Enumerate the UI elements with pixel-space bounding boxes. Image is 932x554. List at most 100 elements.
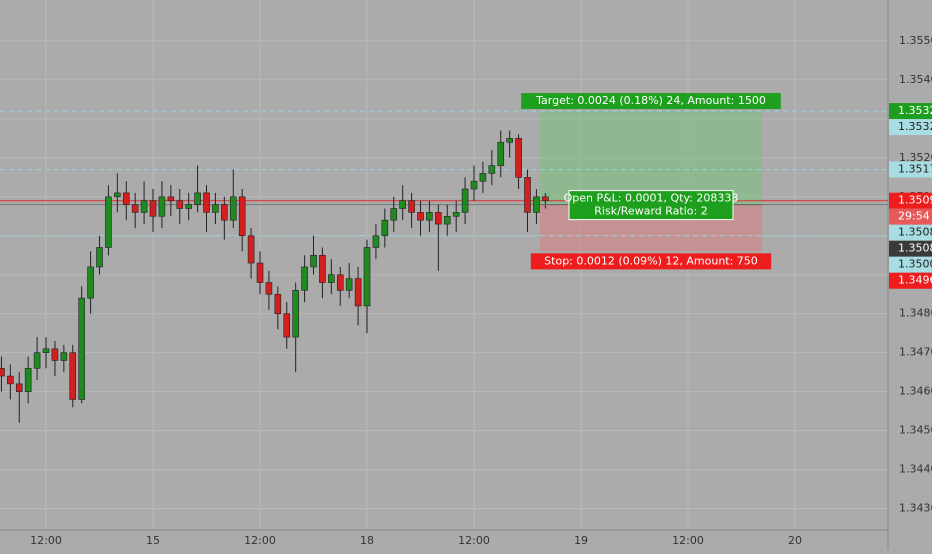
candle-body <box>96 247 103 268</box>
pnl-box <box>568 190 734 221</box>
candle-body <box>533 196 540 213</box>
price-label: 1.3517 <box>898 163 932 176</box>
candle-body <box>479 173 487 182</box>
stop-label-text: Stop: 0.0012 (0.09%) 12, Amount: 750 <box>544 254 758 267</box>
candle-body <box>470 180 478 190</box>
candle-body <box>399 200 406 209</box>
candle-body <box>506 138 513 143</box>
candle-body <box>336 274 344 291</box>
x-tick-label: 12:00 <box>672 534 704 547</box>
countdown-box <box>889 208 932 225</box>
candle-body <box>515 138 522 178</box>
candle-body <box>24 367 32 392</box>
candle-body <box>247 235 255 264</box>
candle-body <box>87 266 94 299</box>
price-label: 1.3532 <box>898 104 932 117</box>
price-label: 1.3500 <box>898 258 932 271</box>
stop-label: Stop: 0.0012 (0.09%) 12, Amount: 750 <box>530 253 772 270</box>
candle-body <box>0 367 5 377</box>
candle-body <box>452 212 460 217</box>
candle-body <box>292 290 299 338</box>
candle-body <box>363 247 371 307</box>
candle-body <box>301 266 308 291</box>
y-tick-label: 1.3520 <box>899 151 932 164</box>
candle-body <box>488 165 496 174</box>
price-label: 1.3508 <box>898 226 932 239</box>
ratio-text: Risk/Reward Ratio: 2 <box>594 205 707 218</box>
candle-body <box>114 192 121 198</box>
candle-body <box>319 254 326 283</box>
candle-body <box>461 188 469 213</box>
y-tick-label: 1.3540 <box>899 73 932 86</box>
candle-body <box>167 196 175 201</box>
candle-body <box>149 200 157 217</box>
price-label: 1.3496 <box>898 274 932 287</box>
candle-body <box>417 212 424 221</box>
candle-body <box>42 348 50 353</box>
candle-body <box>158 196 166 217</box>
stop-label-box <box>530 253 772 270</box>
x-tick-label: 19 <box>574 534 588 547</box>
candle-body <box>7 375 14 385</box>
price-label-box <box>889 240 932 257</box>
price-label-box <box>889 103 932 120</box>
candle-body <box>105 196 112 248</box>
x-tick-label: 12:00 <box>458 534 490 547</box>
candle-body <box>497 141 505 166</box>
candle-body <box>122 192 130 205</box>
candle-body <box>51 348 59 361</box>
pnl-label: Open P&L: 0.0001, Qty: 208333Risk/Reward… <box>564 190 739 221</box>
y-tick-label: 1.3450 <box>899 424 932 437</box>
candle-body <box>15 383 23 392</box>
y-tick-label: 1.3460 <box>899 385 932 398</box>
candle-body <box>78 297 85 400</box>
price-label-box <box>889 256 932 273</box>
x-tick-label: 20 <box>788 534 802 547</box>
candle-body <box>426 212 433 221</box>
candle-body <box>390 208 398 221</box>
y-tick-label: 1.3440 <box>899 463 932 476</box>
target-label: Target: 0.0024 (0.18%) 24, Amount: 1500 <box>521 93 781 110</box>
x-tick-label: 15 <box>146 534 160 547</box>
price-label-box <box>889 224 932 241</box>
candle-body <box>203 192 210 213</box>
candle-body <box>33 352 41 369</box>
price-label-box <box>889 119 932 136</box>
price-label: 1.3532 <box>898 120 932 133</box>
candle-body <box>265 282 273 295</box>
price-label: 1.3508 <box>898 242 932 255</box>
candle-body <box>542 196 549 201</box>
x-tick-label: 12:00 <box>244 534 276 547</box>
y-tick-label: 1.3430 <box>899 502 932 515</box>
candle-body <box>443 215 451 225</box>
candle-body <box>176 200 184 209</box>
candle-body <box>140 200 148 213</box>
candle-body <box>524 177 531 213</box>
y-tick-label: 1.3470 <box>899 346 932 359</box>
candle-body <box>345 278 353 291</box>
price-label-box <box>889 161 932 178</box>
candle-body <box>60 352 68 361</box>
candle-body <box>354 278 362 307</box>
candle-body <box>310 254 317 268</box>
candle-body <box>256 262 264 283</box>
candle-body <box>238 196 246 237</box>
y-tick-label: 1.3480 <box>899 307 932 320</box>
candle-body <box>372 235 380 248</box>
candle-body <box>283 313 291 338</box>
price-label-box <box>889 192 932 209</box>
candle-body <box>381 219 389 237</box>
candle-body <box>69 352 77 400</box>
price-label-box <box>889 272 932 289</box>
target-label-text: Target: 0.0024 (0.18%) 24, Amount: 1500 <box>535 94 766 107</box>
x-tick-label: 18 <box>360 534 374 547</box>
candle-body <box>131 204 139 213</box>
countdown: 29:54 <box>898 210 930 223</box>
pnl-text: Open P&L: 0.0001, Qty: 208333 <box>564 192 739 205</box>
target-label-box <box>521 93 781 110</box>
price-label: 1.3509 <box>898 194 932 207</box>
candle-body <box>274 293 282 315</box>
candle-body <box>185 204 192 209</box>
candle-body <box>328 274 335 283</box>
